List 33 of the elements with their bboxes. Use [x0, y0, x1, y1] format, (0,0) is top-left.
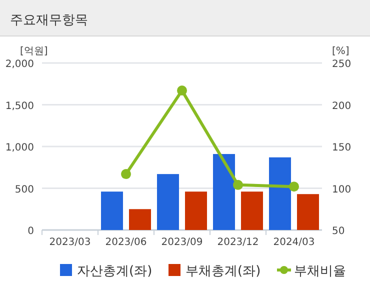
- legend-label: 부채총계(좌): [186, 264, 261, 279]
- bar: [241, 192, 263, 230]
- point: [289, 182, 299, 192]
- y-tick-label: 0: [28, 226, 34, 237]
- point: [121, 169, 131, 180]
- y2-tick-label: 200: [332, 100, 352, 112]
- x-tick-label: 2024/03: [273, 237, 315, 248]
- chart-title: 주요재무항목: [10, 13, 88, 28]
- x-tick-label: 2023/03: [49, 237, 91, 248]
- y2-tick-label: 50: [332, 226, 345, 237]
- point: [233, 180, 243, 190]
- bar: [297, 194, 319, 230]
- bar: [101, 192, 123, 230]
- bar: [185, 192, 207, 230]
- x-tick-label: 2023/12: [217, 237, 259, 248]
- y-tick-label: 1,000: [5, 142, 34, 154]
- bar: [129, 209, 151, 230]
- legend-label: 부채비율: [294, 264, 346, 279]
- y-tick-label: 1,500: [5, 100, 34, 112]
- y2-tick-label: 100: [332, 184, 352, 196]
- x-tick-label: 2023/09: [161, 237, 203, 248]
- y-axis-title: [억원]: [20, 46, 48, 57]
- bar: [269, 157, 291, 230]
- y2-axis-title: [%]: [332, 46, 350, 57]
- x-tick-label: 2023/06: [105, 237, 147, 248]
- y-tick-label: 500: [14, 184, 34, 196]
- y2-tick-label: 250: [332, 59, 352, 70]
- bar: [213, 154, 235, 230]
- legend-label: 자산총계(좌): [77, 264, 152, 279]
- point: [177, 86, 187, 96]
- bar: [157, 174, 179, 230]
- y-tick-label: 2,000: [5, 59, 34, 70]
- y2-tick-label: 150: [332, 142, 352, 154]
